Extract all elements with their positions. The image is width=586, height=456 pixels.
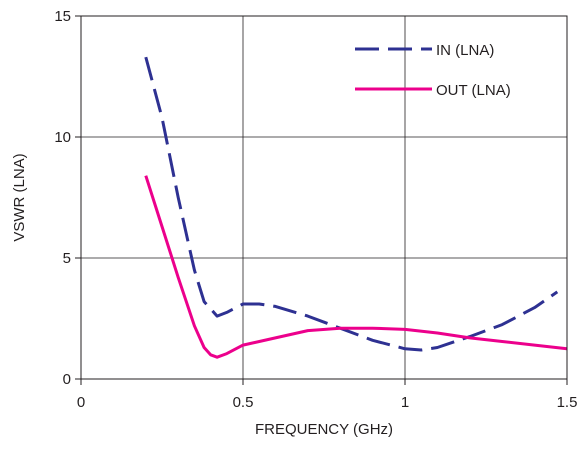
legend: IN (LNA) OUT (LNA) xyxy=(355,42,511,99)
x-tick-label: 0.5 xyxy=(233,394,254,411)
plot-area-frame xyxy=(80,15,568,380)
y-tick-label: 0 xyxy=(63,371,71,388)
legend-label-in-lna: IN (LNA) xyxy=(436,42,494,59)
x-tick-label: 1.5 xyxy=(557,394,578,411)
series-line-out-lna xyxy=(144,175,568,359)
y-tick-label: 10 xyxy=(54,129,71,146)
grid-lines xyxy=(81,16,567,379)
legend-label-out-lna: OUT (LNA) xyxy=(436,82,511,99)
series-lines xyxy=(144,56,568,359)
x-axis-title: FREQUENCY (GHz) xyxy=(255,421,393,438)
series-line-in-lna xyxy=(144,56,559,352)
axis-ticks: 0 0.5 1 1.5 0 5 10 15 xyxy=(54,8,577,411)
y-axis-title: VSWR (LNA) xyxy=(11,153,28,241)
y-tick-label: 5 xyxy=(63,250,71,267)
y-tick-label: 15 xyxy=(54,8,71,25)
x-tick-label: 1 xyxy=(401,394,409,411)
x-tick-label: 0 xyxy=(77,394,85,411)
